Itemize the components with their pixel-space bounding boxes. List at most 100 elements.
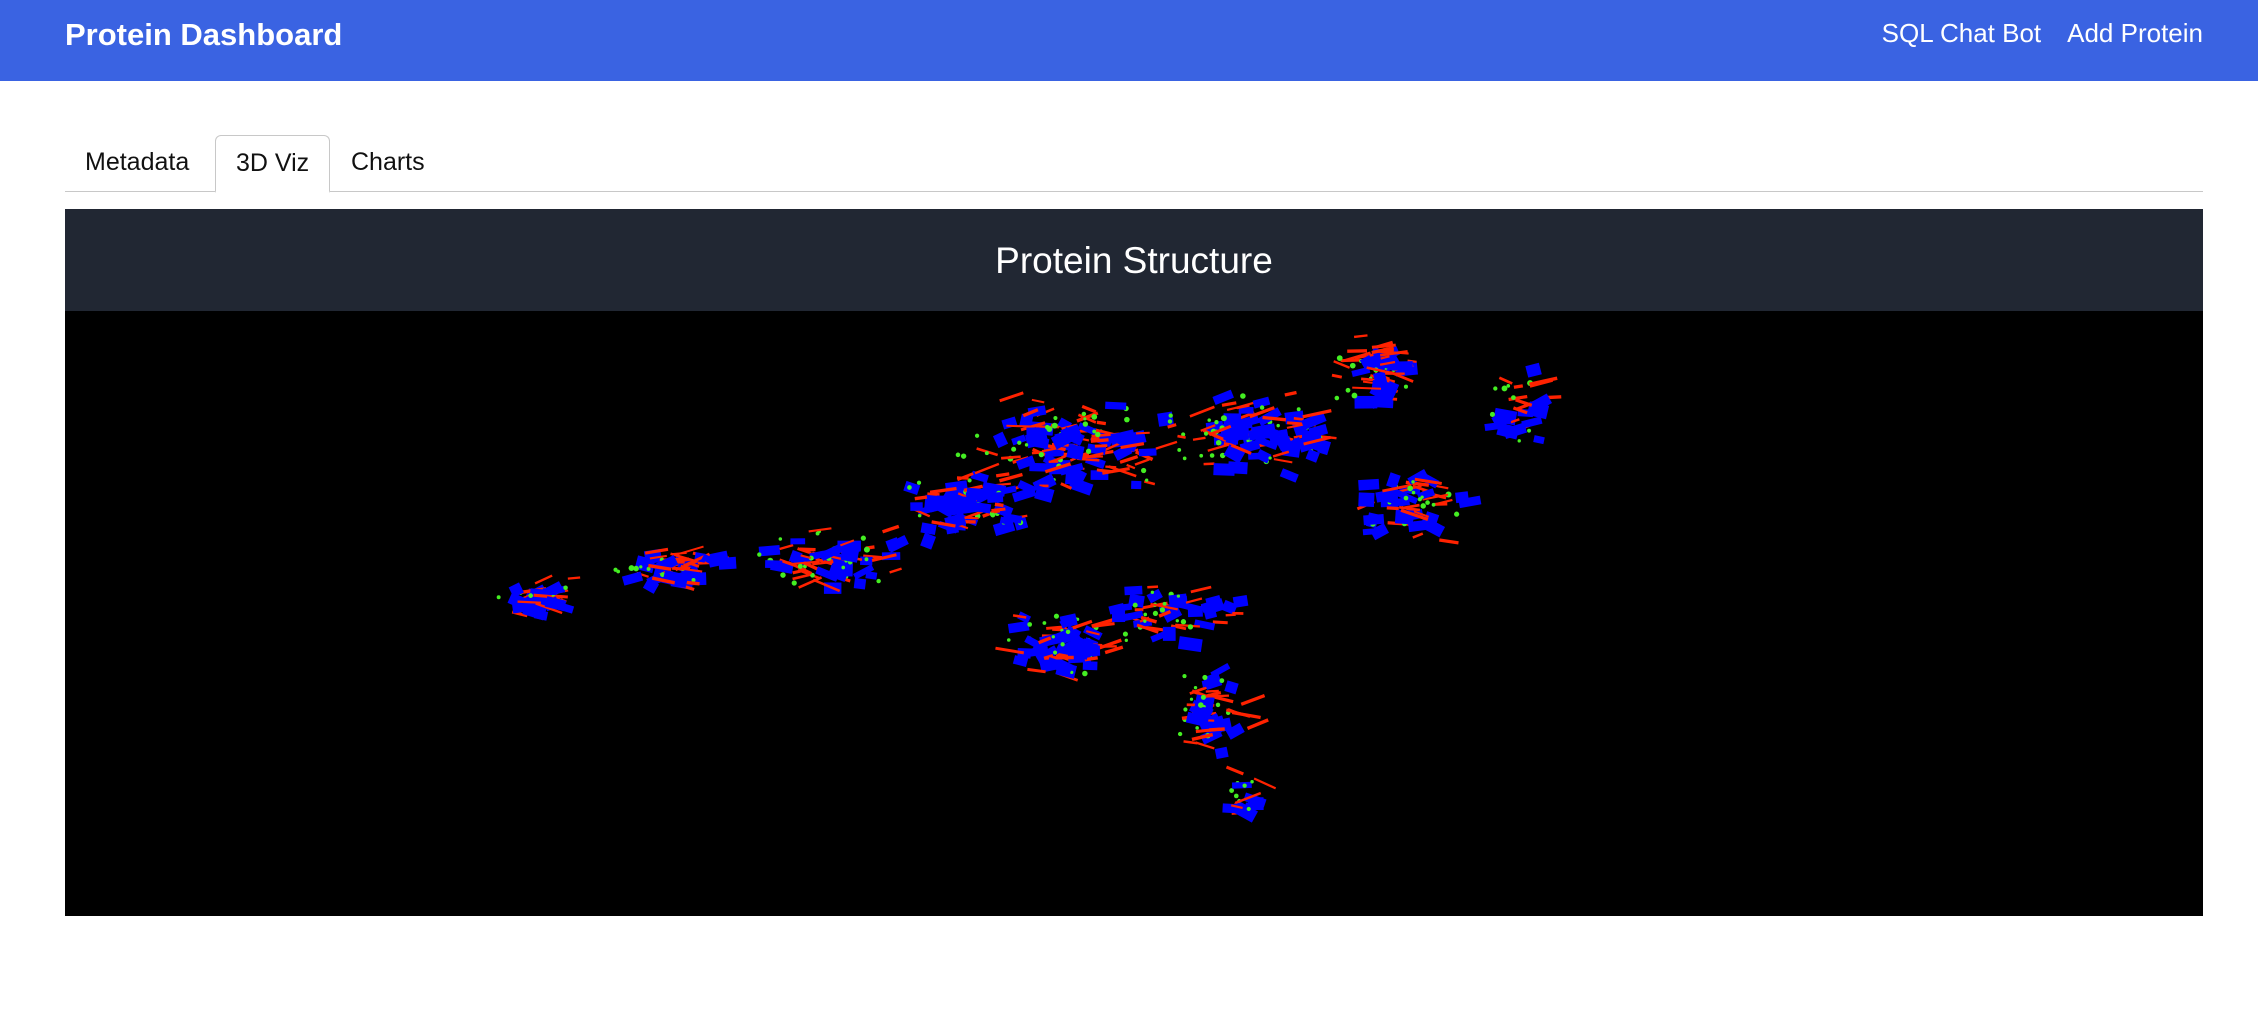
strand-segment [812,578,841,593]
coil-atom [1200,694,1206,700]
coil-atom [1351,392,1358,399]
strand-segment [1060,482,1073,490]
helix-segment [970,470,989,483]
tab-3d-viz[interactable]: 3D Viz [215,135,331,193]
strand-segment [651,576,676,585]
add-protein-link[interactable]: Add Protein [2067,18,2203,48]
helix-segment [1521,416,1543,429]
helix-segment [1285,436,1304,454]
helix-segment [1128,593,1145,608]
helix-segment [1138,448,1157,457]
strand-segment [1143,480,1156,486]
strand-segment [1352,386,1382,390]
helix-segment [788,549,803,565]
coil-atom [616,569,621,574]
strand-segment [1022,408,1039,418]
strand-segment [1371,343,1396,349]
coil-atom [1202,674,1208,681]
coil-atom [917,513,922,518]
coil-atom [1122,631,1128,637]
helix-segment [652,554,679,575]
helix-segment [1108,603,1126,615]
helix-segment [903,480,921,496]
strand-segment [1354,353,1374,360]
strand-segment [1389,370,1414,383]
helix-segment [1011,434,1027,446]
strand-segment [1158,609,1172,618]
helix-segment [1054,428,1079,442]
helix-segment [1234,419,1253,430]
strand-segment [1235,791,1262,805]
coil-atom [1349,362,1356,369]
coil-atom [1051,635,1055,639]
helix-segment [1029,435,1050,450]
strand-segment [995,472,1010,478]
helix-segment [840,546,860,563]
coil-atom [1220,415,1227,422]
coil-atom [1198,702,1204,708]
helix-segment [542,588,557,595]
helix-segment [910,502,923,511]
coil-atom [1209,453,1215,458]
strand-segment [1236,404,1250,410]
helix-segment [1358,478,1380,491]
strand-segment [1293,417,1304,421]
coil-atom [628,565,635,572]
coil-atom [1411,480,1415,484]
coil-atom [1403,384,1409,389]
coil-atom [864,557,869,562]
coil-atom [563,585,568,591]
coil-atom [1159,607,1166,613]
strand-segment [1155,440,1178,450]
strand-segment [1108,465,1137,478]
coil-atom [1024,443,1029,447]
helix-segment [1187,606,1203,618]
strand-segment [1253,777,1277,790]
strand-segment [1510,418,1520,424]
strand-segment [1135,431,1150,435]
structure-viewer-canvas[interactable] [65,311,2203,916]
strand-segment [1150,602,1178,611]
helix-segment [701,553,716,566]
brand-link[interactable]: Protein Dashboard [65,17,343,52]
coil-atom [1152,610,1159,617]
strand-segment [1126,463,1136,470]
strand-segment [1136,623,1159,634]
helix-segment [1238,407,1254,414]
strand-segment [1262,415,1287,422]
helix-segment [1530,393,1553,412]
coil-atom [1053,613,1060,619]
strand-segment [644,547,669,555]
helix-segment [1372,371,1388,386]
coil-atom [778,537,783,541]
strand-segment [1272,450,1290,458]
coil-atom [815,531,820,536]
strand-segment [671,567,685,571]
strand-segment [1225,765,1244,776]
coil-atom [1082,421,1089,427]
coil-atom [1259,405,1265,410]
helix-segment [1059,462,1084,476]
coil-atom [1501,385,1508,392]
helix-segment [1185,711,1210,728]
coil-atom [1250,780,1254,784]
nav-links: SQL Chat Bot Add Protein [1882,18,2203,49]
tab-charts[interactable]: Charts [351,148,425,176]
strand-segment [931,520,956,528]
helix-segment [1223,444,1245,464]
coil-atom [863,546,870,553]
coil-atom [1411,490,1416,495]
strand-segment [1515,398,1533,407]
tab-metadata[interactable]: Metadata [85,148,190,176]
sql-chat-bot-link[interactable]: SQL Chat Bot [1881,18,2042,48]
strand-segment [1221,401,1237,407]
coil-atom [660,572,666,578]
helix-segment [1419,516,1446,538]
coil-atom [1141,467,1147,474]
helix-segment [1177,636,1203,653]
helix-segment [920,522,937,536]
coil-atom [1150,590,1155,594]
strand-segment [1498,376,1513,385]
helix-segment [1407,519,1427,533]
strand-segment [1185,597,1203,604]
